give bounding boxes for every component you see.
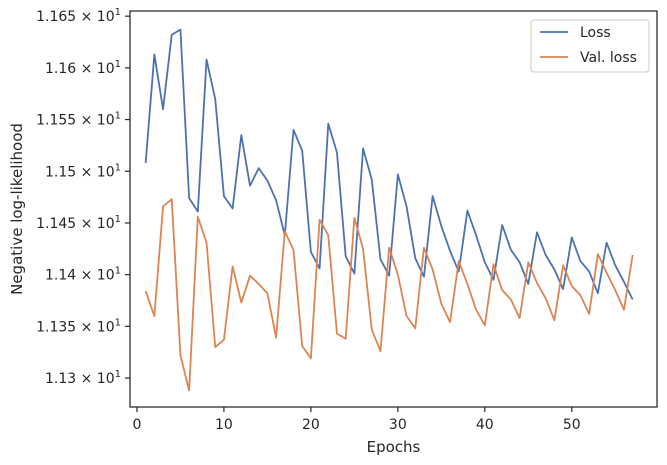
x-tick-label: 20 bbox=[302, 417, 320, 433]
y-tick-label: 1.16 × 101 bbox=[45, 59, 121, 77]
x-tick-label: 0 bbox=[132, 417, 141, 433]
x-tick-label: 10 bbox=[215, 417, 233, 433]
y-axis-label: Negative log-likelihood bbox=[8, 123, 26, 295]
y-tick-label: 1.135 × 101 bbox=[36, 317, 121, 335]
y-tick-label: 1.15 × 101 bbox=[45, 162, 121, 180]
x-ticks: 0 10 20 30 40 50 bbox=[132, 407, 581, 433]
y-tick-label: 1.155 × 101 bbox=[36, 111, 121, 129]
legend: Loss Val. loss bbox=[530, 19, 650, 73]
y-tick-label: 1.145 × 101 bbox=[36, 214, 121, 232]
legend-box bbox=[530, 19, 650, 73]
legend-label-loss: Loss bbox=[580, 25, 611, 41]
y-tick-label: 1.165 × 101 bbox=[36, 7, 121, 25]
plot-area bbox=[130, 11, 657, 407]
series-line-loss bbox=[144, 28, 634, 300]
y-ticks: 1.13 × 101 1.135 × 101 1.14 × 101 1.145 × 1… bbox=[36, 7, 130, 387]
plot-frame bbox=[129, 10, 658, 408]
legend-label-val-loss: Val. loss bbox=[580, 50, 637, 66]
x-tick-label: 30 bbox=[389, 417, 407, 433]
series-line-val-loss bbox=[144, 198, 634, 392]
x-tick-label: 50 bbox=[563, 417, 581, 433]
x-tick-label: 40 bbox=[476, 417, 494, 433]
y-tick-label: 1.14 × 101 bbox=[45, 266, 121, 284]
x-axis-label: Epochs bbox=[367, 438, 421, 456]
y-tick-label: 1.13 × 101 bbox=[45, 369, 121, 387]
series-layer bbox=[144, 28, 634, 392]
